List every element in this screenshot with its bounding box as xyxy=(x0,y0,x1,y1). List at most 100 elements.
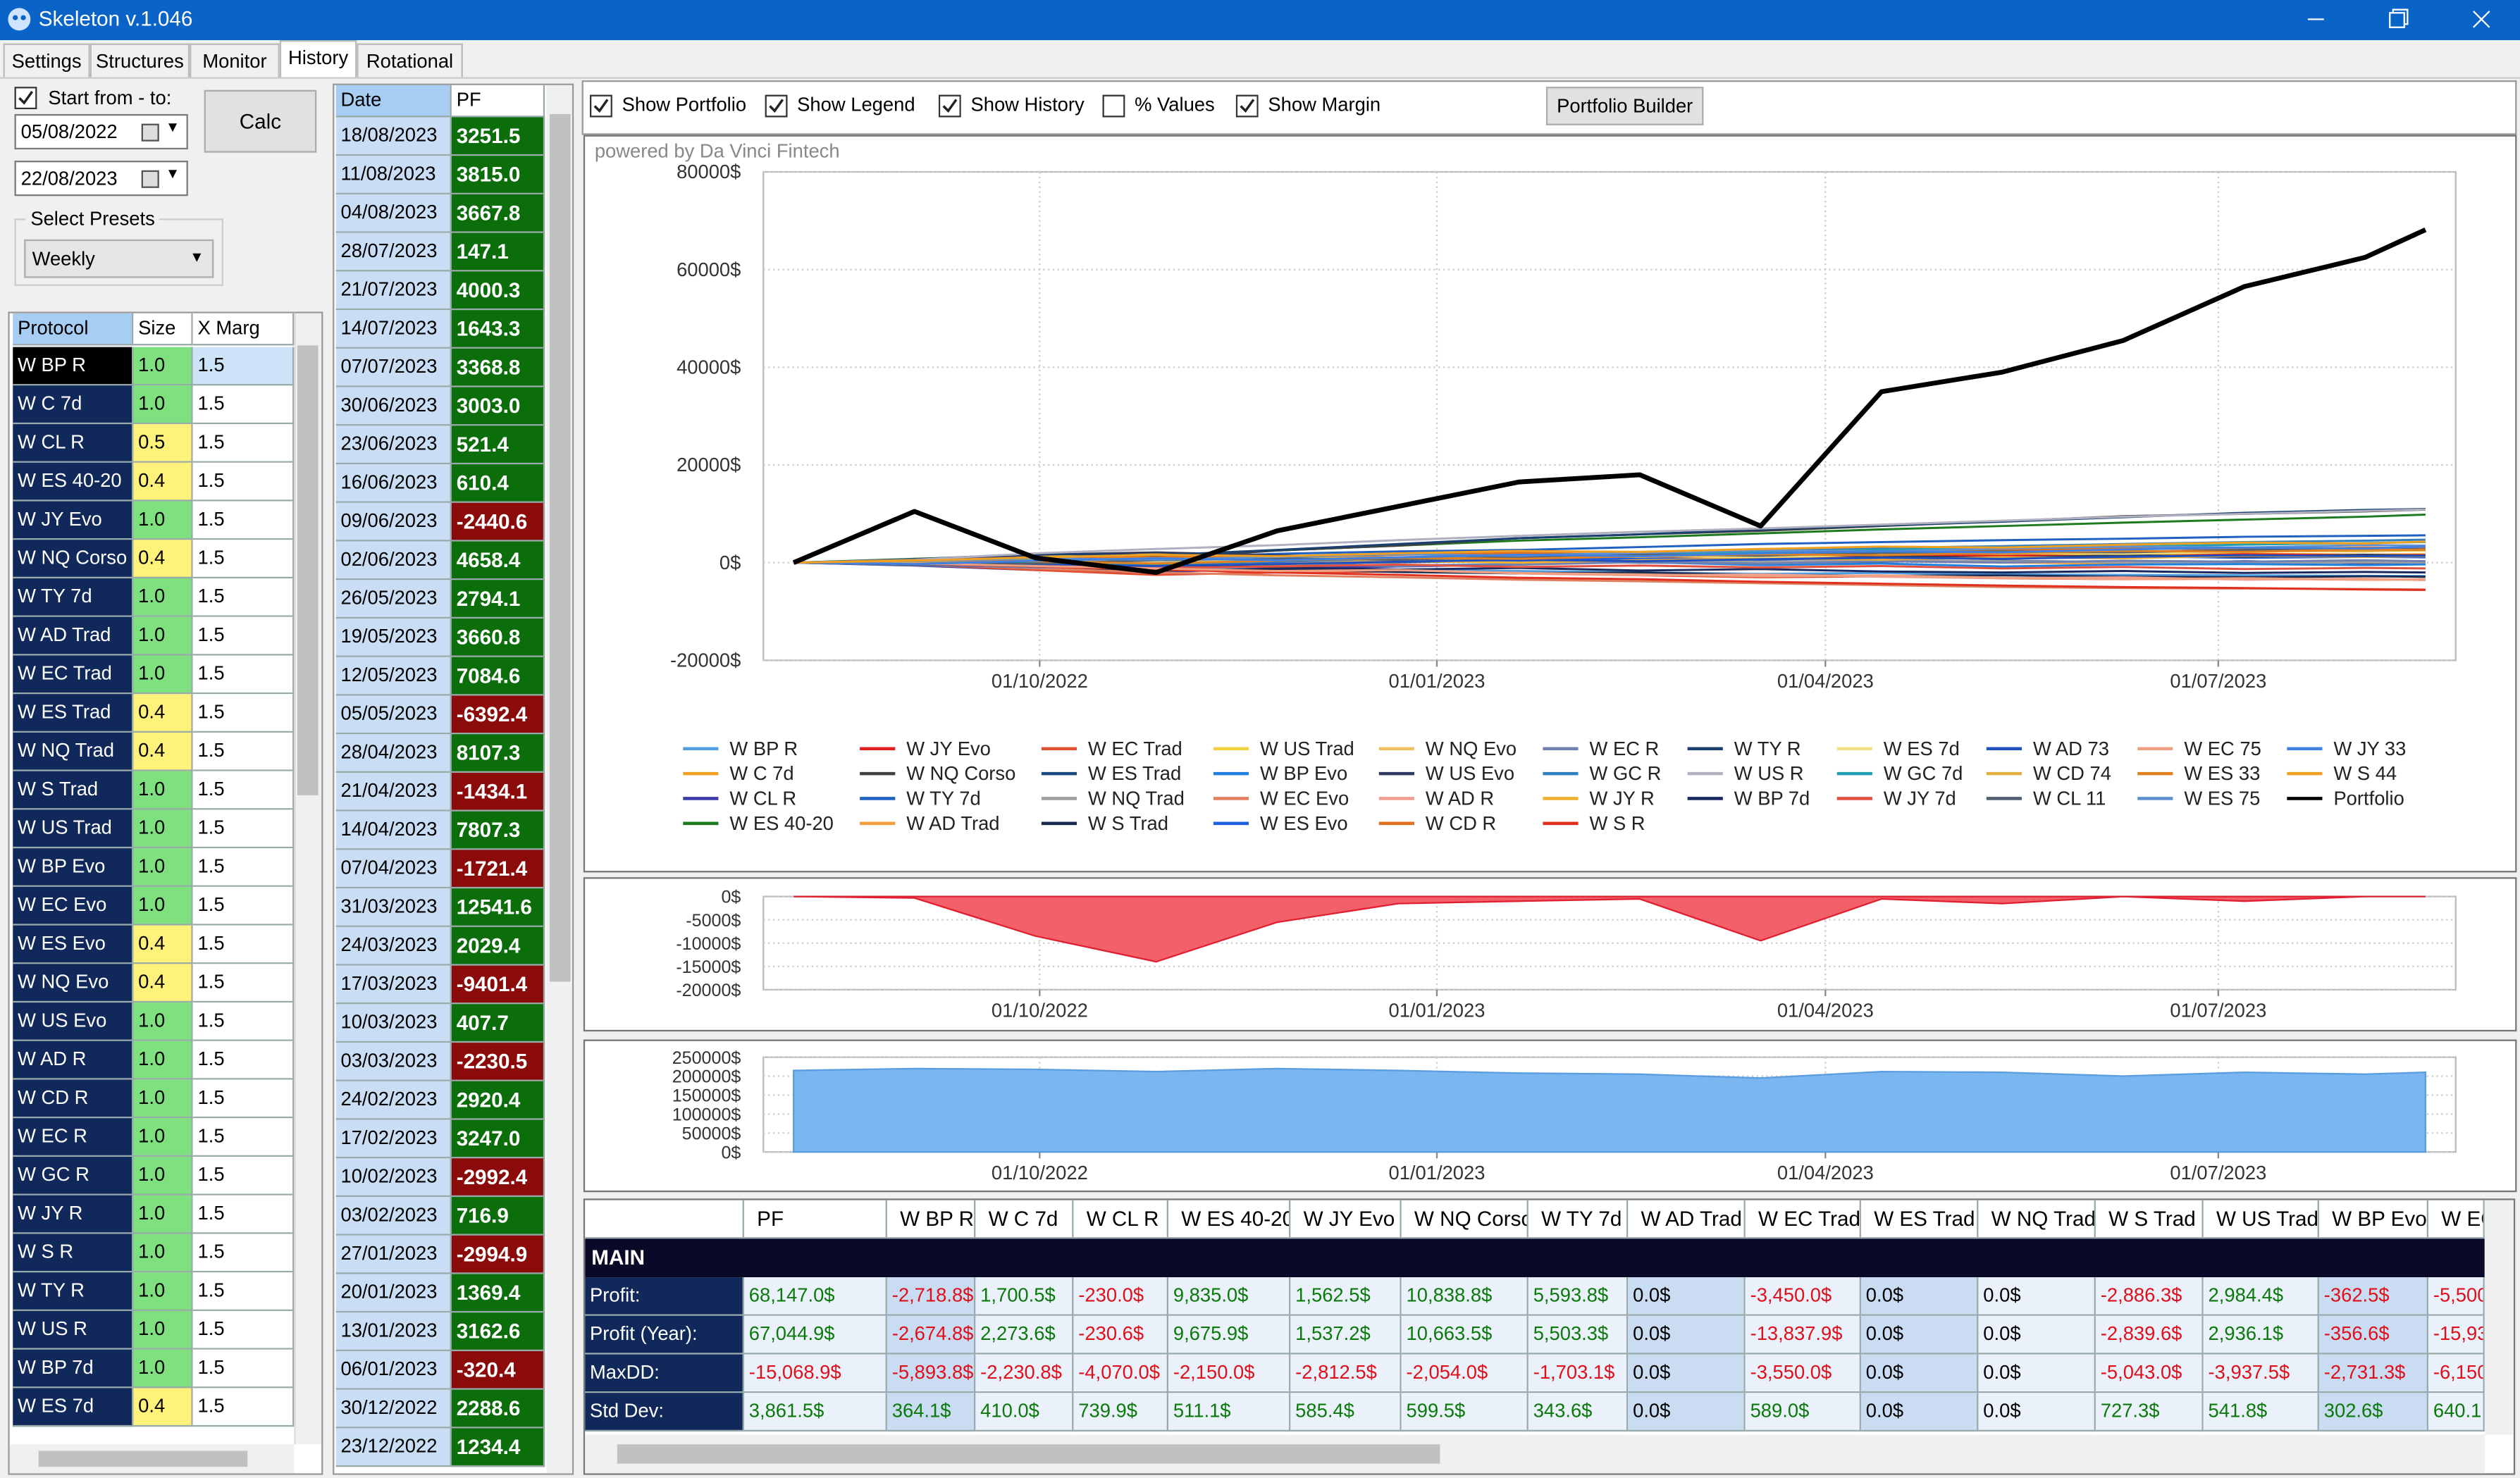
column-header[interactable]: W US Trad xyxy=(2203,1200,2319,1239)
history-pf[interactable]: 2288.6 xyxy=(451,1389,545,1429)
protocol-size[interactable]: 1.0 xyxy=(133,501,193,540)
date-picker[interactable]: 05/08/2022 ▼ xyxy=(14,113,188,150)
protocol-margin[interactable]: 1.5 xyxy=(192,694,295,733)
protocol-name[interactable]: W NQ Corso xyxy=(13,540,134,579)
protocol-size[interactable]: 0.4 xyxy=(133,1388,193,1427)
protocol-size[interactable]: 1.0 xyxy=(133,1310,193,1350)
protocol-size[interactable]: 1.0 xyxy=(133,1157,193,1196)
column-header[interactable]: PF xyxy=(743,1200,887,1239)
option-checkbox[interactable] xyxy=(1235,94,1259,118)
tab[interactable]: Monitor xyxy=(190,43,280,77)
option-checkbox[interactable] xyxy=(765,94,788,118)
history-pf[interactable]: 8107.3 xyxy=(451,734,545,773)
protocol-margin[interactable]: 1.5 xyxy=(192,771,295,810)
history-date[interactable]: 14/07/2023 xyxy=(335,310,452,349)
tab[interactable]: Structures xyxy=(89,43,190,77)
history-date[interactable]: 19/05/2023 xyxy=(335,619,452,657)
option-checkbox[interactable] xyxy=(938,94,961,118)
history-date[interactable]: 23/12/2022 xyxy=(335,1428,452,1467)
protocol-margin[interactable]: 1.5 xyxy=(192,964,295,1003)
history-pf[interactable]: -1434.1 xyxy=(451,772,545,812)
protocol-size[interactable]: 1.0 xyxy=(133,1118,193,1157)
history-pf[interactable]: 2029.4 xyxy=(451,926,545,966)
protocol-margin[interactable]: 1.5 xyxy=(192,886,295,926)
protocol-name[interactable]: W ES Trad xyxy=(13,694,134,733)
history-pf[interactable]: 12541.6 xyxy=(451,888,545,927)
protocol-margin[interactable]: 1.5 xyxy=(192,1234,295,1273)
history-date[interactable]: 03/03/2023 xyxy=(335,1043,452,1081)
protocol-name[interactable]: W ES Evo xyxy=(13,925,134,964)
protocol-size[interactable]: 1.0 xyxy=(133,848,193,887)
presets-combo[interactable]: Weekly ▼ xyxy=(24,239,214,278)
protocol-margin[interactable]: 1.5 xyxy=(192,1002,295,1041)
history-date[interactable]: 06/01/2023 xyxy=(335,1350,452,1390)
history-date[interactable]: 31/03/2023 xyxy=(335,888,452,927)
protocol-margin[interactable]: 1.5 xyxy=(192,1041,295,1080)
protocol-margin[interactable]: 1.5 xyxy=(192,347,295,386)
protocol-name[interactable]: W ES 7d xyxy=(13,1388,134,1427)
history-date[interactable]: 21/04/2023 xyxy=(335,772,452,812)
protocol-size[interactable]: 1.0 xyxy=(133,578,193,617)
portfolio-builder-button[interactable]: Portfolio Builder xyxy=(1545,87,1704,125)
protocol-name[interactable]: W BP Evo xyxy=(13,848,134,887)
protocol-margin[interactable]: 1.5 xyxy=(192,616,295,656)
option-label[interactable]: Show History xyxy=(970,93,1085,116)
protocol-name[interactable]: W TY R xyxy=(13,1272,134,1311)
protocol-name[interactable]: W AD R xyxy=(13,1041,134,1080)
option-checkbox[interactable] xyxy=(1102,94,1125,118)
history-date[interactable]: 12/05/2023 xyxy=(335,657,452,696)
protocol-name[interactable]: W S R xyxy=(13,1234,134,1273)
history-pf[interactable]: 2794.1 xyxy=(451,580,545,619)
protocol-margin[interactable]: 1.5 xyxy=(192,655,295,695)
protocol-size[interactable]: 1.0 xyxy=(133,1234,193,1273)
history-pf[interactable]: 7084.6 xyxy=(451,657,545,696)
option-label[interactable]: Show Portfolio xyxy=(622,93,747,116)
column-header[interactable]: W ES Trad xyxy=(1860,1200,1979,1239)
history-date[interactable]: 02/06/2023 xyxy=(335,541,452,580)
protocol-margin[interactable]: 1.5 xyxy=(192,385,295,425)
history-date[interactable]: 24/03/2023 xyxy=(335,926,452,966)
protocol-size[interactable]: 1.0 xyxy=(133,809,193,849)
history-pf[interactable]: -1721.4 xyxy=(451,850,545,889)
protocol-size[interactable]: 1.0 xyxy=(133,616,193,656)
history-pf[interactable]: 7807.3 xyxy=(451,811,545,850)
history-date[interactable]: 18/08/2023 xyxy=(335,117,452,156)
history-pf[interactable]: 3251.5 xyxy=(451,117,545,156)
protocol-name[interactable]: W CD R xyxy=(13,1079,134,1119)
protocol-name[interactable]: W US Evo xyxy=(13,1002,134,1041)
history-pf[interactable]: 3003.0 xyxy=(451,387,545,426)
protocol-margin[interactable]: 1.5 xyxy=(192,540,295,579)
protocol-name[interactable]: W AD Trad xyxy=(13,616,134,656)
protocol-name[interactable]: W US Trad xyxy=(13,809,134,849)
protocol-size[interactable]: 1.0 xyxy=(133,655,193,695)
history-date[interactable]: 14/04/2023 xyxy=(335,811,452,850)
protocol-margin[interactable]: 1.5 xyxy=(192,578,295,617)
history-date[interactable]: 09/06/2023 xyxy=(335,502,452,542)
protocol-name[interactable]: W NQ Evo xyxy=(13,964,134,1003)
tab[interactable]: Rotational xyxy=(357,43,463,77)
history-date[interactable]: 10/02/2023 xyxy=(335,1158,452,1198)
column-header[interactable]: W CL R xyxy=(1073,1200,1169,1239)
protocol-margin[interactable]: 1.5 xyxy=(192,925,295,964)
history-date[interactable]: 24/02/2023 xyxy=(335,1081,452,1120)
option-label[interactable]: Show Legend xyxy=(797,93,915,116)
protocol-margin[interactable]: 1.5 xyxy=(192,848,295,887)
history-pf[interactable]: -6392.4 xyxy=(451,695,545,735)
date-picker[interactable]: 22/08/2023 ▼ xyxy=(14,161,188,197)
column-header[interactable]: W TY 7d xyxy=(1528,1200,1629,1239)
history-pf[interactable]: 1643.3 xyxy=(451,310,545,349)
protocol-margin[interactable]: 1.5 xyxy=(192,732,295,771)
history-pf[interactable]: 716.9 xyxy=(451,1197,545,1236)
history-pf[interactable]: 610.4 xyxy=(451,464,545,503)
protocol-size[interactable]: 1.0 xyxy=(133,886,193,926)
protocol-size[interactable]: 0.4 xyxy=(133,694,193,733)
history-date[interactable]: 13/01/2023 xyxy=(335,1312,452,1351)
column-header[interactable]: Protocol xyxy=(13,313,134,346)
history-date[interactable]: 03/02/2023 xyxy=(335,1197,452,1236)
history-pf[interactable]: 2920.4 xyxy=(451,1081,545,1120)
protocol-margin[interactable]: 1.5 xyxy=(192,501,295,540)
history-pf[interactable]: 4000.3 xyxy=(451,271,545,311)
protocol-margin[interactable]: 1.5 xyxy=(192,809,295,849)
protocol-size[interactable]: 0.4 xyxy=(133,925,193,964)
protocol-name[interactable]: W EC Trad xyxy=(13,655,134,695)
